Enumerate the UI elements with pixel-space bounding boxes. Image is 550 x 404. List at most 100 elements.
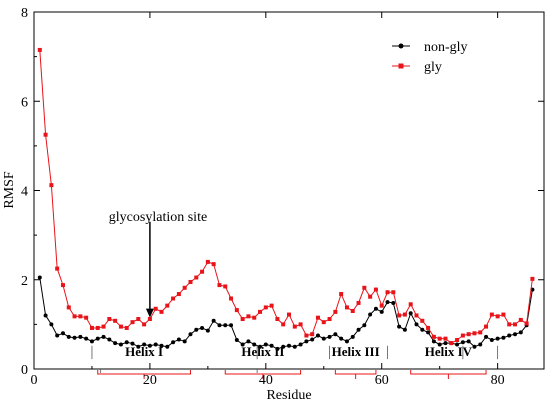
data-point-non-gly	[234, 337, 239, 342]
data-point-non-gly	[246, 339, 251, 344]
data-point-gly	[205, 259, 210, 264]
data-point-non-gly	[478, 342, 483, 347]
data-point-gly	[258, 309, 263, 314]
data-point-non-gly	[350, 334, 355, 339]
data-point-gly	[287, 312, 291, 317]
data-point-non-gly	[182, 339, 187, 344]
data-point-gly	[84, 315, 89, 320]
data-point-gly	[431, 334, 436, 339]
data-point-gly	[501, 312, 506, 317]
data-point-gly	[339, 292, 344, 297]
data-point-gly	[165, 303, 170, 308]
helix-bracket	[410, 370, 487, 379]
data-point-gly	[298, 322, 303, 327]
helix-label: Helix III	[332, 344, 380, 359]
data-point-gly	[101, 324, 106, 329]
data-point-non-gly	[484, 334, 489, 339]
data-point-non-gly	[362, 323, 367, 328]
data-point-gly	[449, 341, 454, 346]
series-line-gly	[39, 49, 533, 344]
data-point-gly	[159, 309, 164, 314]
y-tick-label: 8	[21, 6, 28, 21]
data-point-non-gly	[72, 335, 77, 340]
data-point-non-gly	[194, 327, 199, 332]
data-point-non-gly	[501, 335, 506, 340]
data-point-non-gly	[391, 300, 396, 305]
data-point-gly	[49, 183, 54, 188]
data-point-gly	[466, 332, 471, 337]
data-point-non-gly	[200, 325, 205, 330]
data-point-non-gly	[37, 275, 42, 280]
data-point-gly	[118, 324, 123, 329]
data-point-gly	[484, 324, 489, 329]
data-point-gly	[385, 290, 390, 295]
data-point-non-gly	[101, 334, 106, 339]
data-point-non-gly	[159, 343, 164, 348]
data-point-non-gly	[455, 342, 460, 347]
data-point-gly	[107, 317, 112, 322]
data-point-non-gly	[95, 336, 100, 341]
data-point-gly	[37, 47, 42, 52]
data-point-non-gly	[78, 334, 83, 339]
helix-bracket	[224, 370, 302, 379]
data-point-gly	[356, 300, 361, 305]
data-point-gly	[263, 305, 268, 310]
data-point-gly	[147, 317, 152, 322]
data-point-gly	[43, 132, 48, 137]
data-point-non-gly	[55, 333, 60, 338]
data-point-non-gly	[240, 342, 245, 347]
series-layer	[37, 47, 535, 351]
data-point-gly	[182, 285, 187, 290]
data-point-gly	[495, 314, 500, 319]
y-axis-label: RMSF	[2, 171, 17, 209]
x-tick-label: 0	[31, 373, 38, 388]
x-axis-label: Residue	[266, 388, 311, 403]
helix-bracket	[97, 370, 191, 379]
data-point-non-gly	[298, 342, 303, 347]
data-point-gly	[211, 262, 216, 267]
data-point-non-gly	[339, 336, 344, 341]
data-point-gly	[327, 317, 332, 322]
data-point-gly	[269, 303, 274, 308]
data-point-non-gly	[426, 330, 431, 335]
data-point-non-gly	[66, 334, 71, 339]
data-point-gly	[246, 314, 251, 319]
site-arrowhead	[145, 308, 154, 318]
helix-label: Helix IV	[425, 344, 473, 359]
data-point-non-gly	[379, 309, 384, 314]
data-point-gly	[281, 322, 286, 327]
data-point-gly	[240, 317, 245, 322]
data-point-non-gly	[437, 342, 442, 347]
data-point-gly	[188, 279, 193, 284]
data-point-non-gly	[460, 340, 465, 345]
data-point-gly	[217, 283, 222, 288]
data-point-non-gly	[408, 311, 413, 316]
y-tick-label: 4	[21, 185, 28, 200]
data-point-non-gly	[205, 328, 210, 333]
data-point-gly	[229, 296, 234, 301]
data-point-gly	[420, 318, 425, 323]
data-point-non-gly	[229, 323, 234, 328]
data-point-non-gly	[60, 331, 65, 336]
legend-label-gly: gly	[424, 60, 442, 75]
data-point-non-gly	[142, 342, 147, 347]
data-point-non-gly	[507, 333, 512, 338]
data-point-gly	[142, 322, 147, 327]
data-point-non-gly	[310, 337, 315, 342]
data-point-gly	[379, 303, 384, 308]
data-point-non-gly	[136, 344, 141, 349]
data-point-gly	[489, 312, 494, 317]
data-point-gly	[252, 315, 257, 320]
data-point-gly	[513, 322, 518, 327]
data-point-non-gly	[373, 306, 378, 311]
data-point-non-gly	[49, 322, 54, 327]
data-point-non-gly	[327, 334, 332, 339]
data-point-non-gly	[176, 337, 181, 342]
data-point-non-gly	[153, 342, 158, 347]
data-point-gly	[200, 269, 205, 274]
data-point-gly	[391, 290, 396, 295]
data-point-non-gly	[397, 324, 402, 329]
data-point-non-gly	[315, 333, 320, 338]
data-point-gly	[408, 302, 413, 307]
data-point-non-gly	[130, 341, 135, 346]
